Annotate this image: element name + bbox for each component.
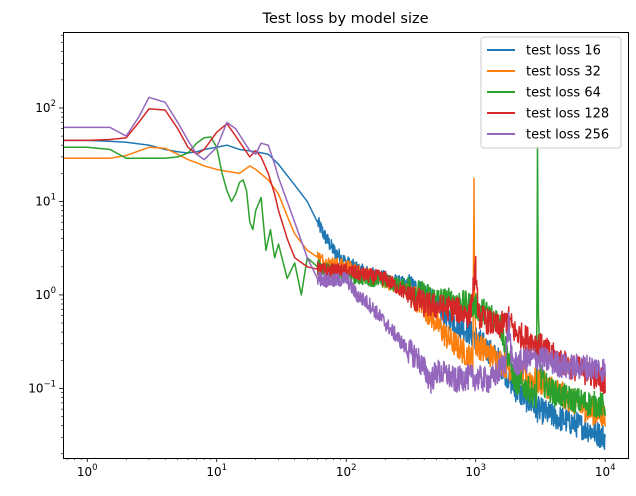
x-tick-label-4: 104 bbox=[595, 463, 616, 479]
series-line-0 bbox=[62, 139, 606, 451]
x-tick-label-1: 101 bbox=[206, 463, 227, 479]
x-tick-label-0: 100 bbox=[77, 463, 98, 479]
y-tick-label-1: 100 bbox=[35, 286, 56, 302]
y-tick-label-3: 102 bbox=[35, 99, 56, 115]
legend-label-4: test loss 256 bbox=[526, 128, 609, 143]
legend-label-1: test loss 32 bbox=[526, 65, 601, 80]
legend-box bbox=[480, 36, 622, 149]
series-line-4 bbox=[62, 96, 606, 394]
series-layer bbox=[62, 96, 606, 451]
x-axis: 100 101 102 103 104 bbox=[66, 458, 616, 479]
x-tick-label-2: 102 bbox=[336, 463, 357, 479]
legend-label-0: test loss 16 bbox=[526, 44, 601, 59]
y-axis: 10−1 100 101 102 bbox=[28, 34, 63, 455]
legend: test loss 16 test loss 32 test loss 64 test… bbox=[480, 36, 622, 149]
y-tick-label-0: 10−1 bbox=[28, 379, 56, 395]
chart-title: Test loss by model size bbox=[261, 11, 428, 27]
series-line-3 bbox=[62, 108, 606, 395]
plot-frame bbox=[63, 32, 629, 459]
legend-label-3: test loss 128 bbox=[526, 107, 609, 122]
y-tick-label-2: 101 bbox=[35, 192, 56, 208]
legend-label-2: test loss 64 bbox=[526, 86, 601, 101]
x-tick-label-3: 103 bbox=[465, 463, 486, 479]
